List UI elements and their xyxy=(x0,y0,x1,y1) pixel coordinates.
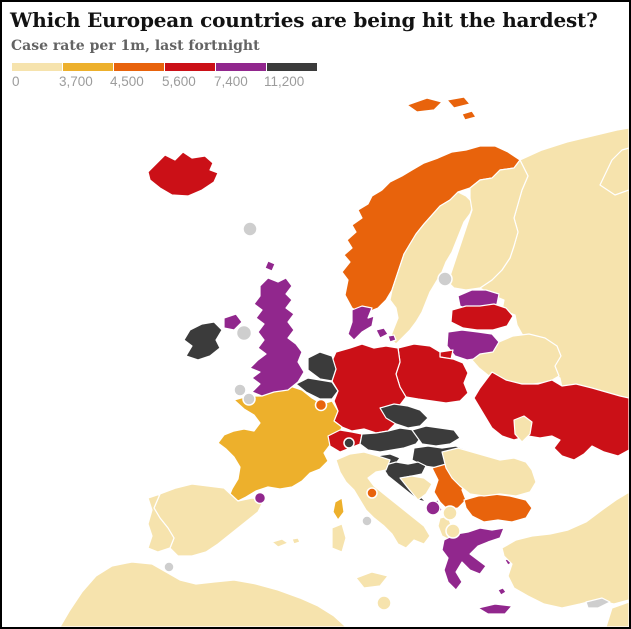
country-latvia xyxy=(450,303,514,331)
country-crete xyxy=(477,603,513,615)
country-ukraine xyxy=(473,371,629,461)
legend-swatch xyxy=(165,63,215,71)
territory-isle-of-man xyxy=(235,324,253,342)
country-malta-dot xyxy=(376,595,392,611)
country-romania xyxy=(441,447,537,497)
country-greece xyxy=(441,527,505,591)
page-title: Which European countries are being hit t… xyxy=(10,8,598,32)
legend-label: 7,400 xyxy=(214,74,248,89)
territory-jersey xyxy=(242,392,256,406)
country-cyprus xyxy=(585,597,611,609)
territory-guernsey xyxy=(233,383,247,397)
country-ireland xyxy=(183,321,223,361)
country-italy xyxy=(335,451,431,549)
legend-swatch xyxy=(63,63,113,71)
country-sicily xyxy=(355,571,389,589)
country-moldova xyxy=(513,415,533,443)
country-andorra-dot xyxy=(253,491,267,505)
country-liechtenstein-dot xyxy=(343,437,355,449)
country-denmark xyxy=(347,305,397,343)
country-united-kingdom xyxy=(249,277,305,397)
legend-label: 3,700 xyxy=(59,74,93,89)
country-finland xyxy=(447,159,529,291)
territory-aland xyxy=(437,271,453,287)
country-balearics xyxy=(271,537,301,548)
country-kosovo-dot xyxy=(442,505,458,521)
country-novaya-zemlya xyxy=(599,147,629,196)
legend-labels: 0 3,700 4,500 5,600 7,400 11,200 xyxy=(2,74,629,90)
country-iceland xyxy=(147,151,219,197)
legend-swatch xyxy=(267,63,317,71)
country-sardinia xyxy=(331,523,347,553)
legend-label: 4,500 xyxy=(110,74,144,89)
territory-vatican xyxy=(361,515,373,527)
country-belgium xyxy=(295,377,339,400)
country-svalbard xyxy=(406,96,477,121)
legend-swatch xyxy=(12,63,62,71)
country-netherlands xyxy=(307,351,337,382)
country-north-macedonia-dot xyxy=(445,523,461,539)
legend-swatch xyxy=(114,63,164,71)
country-czechia xyxy=(379,403,429,429)
country-luxembourg-dot xyxy=(314,398,328,412)
country-san-marino-dot xyxy=(366,487,378,499)
country-turkey xyxy=(501,491,629,609)
country-levant xyxy=(605,601,629,627)
country-montenegro-dot xyxy=(425,500,441,516)
legend-label: 11,200 xyxy=(264,74,305,89)
legend-label: 5,600 xyxy=(162,74,196,89)
country-portugal xyxy=(147,493,175,553)
country-austria xyxy=(359,427,423,453)
country-slovakia xyxy=(411,425,461,447)
legend-label: 0 xyxy=(12,74,20,89)
country-bosnia xyxy=(399,475,433,501)
country-northern-ireland xyxy=(223,313,243,331)
territory-jan-mayen xyxy=(242,221,258,237)
legend-swatch xyxy=(216,63,266,71)
country-faroe-islands xyxy=(264,260,276,272)
territory-gibraltar xyxy=(163,561,175,573)
legend-title: Case rate per 1m, last fortnight xyxy=(11,38,260,54)
legend-swatches xyxy=(12,63,317,71)
country-corsica xyxy=(332,497,345,521)
north-africa-coast xyxy=(59,561,347,627)
country-belarus xyxy=(471,333,562,385)
